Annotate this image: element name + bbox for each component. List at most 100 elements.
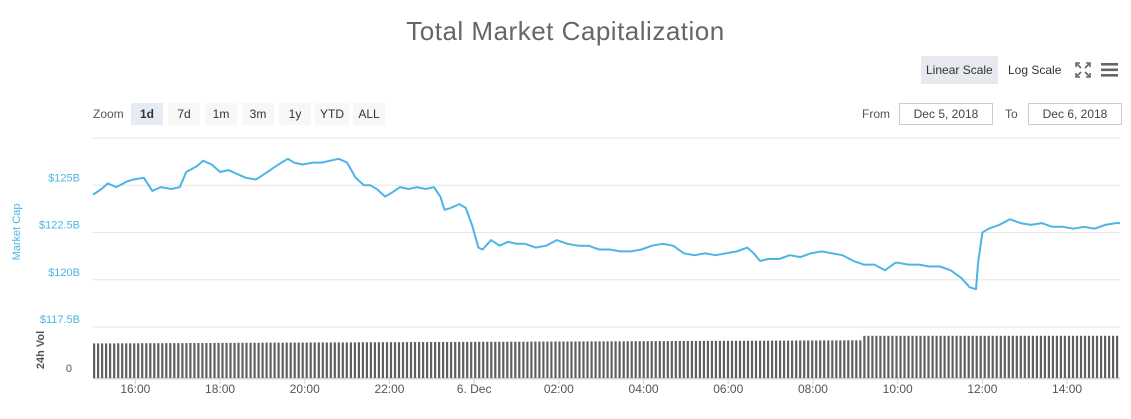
zoom-label: Zoom (93, 107, 124, 121)
volume-bar (979, 335, 982, 378)
volume-bar (277, 342, 280, 378)
volume-bar (357, 342, 360, 378)
zoom-1y-button[interactable]: 1y (279, 103, 311, 125)
volume-bar (678, 341, 681, 378)
volume-bar (401, 342, 405, 378)
volume-bar (742, 340, 746, 378)
volume-bar (181, 343, 184, 378)
volume-bar (618, 341, 621, 378)
volume-bar (482, 341, 485, 378)
volume-bar (698, 340, 701, 378)
volume-bar (546, 341, 549, 378)
volume-bar (626, 341, 629, 378)
volume-bar (353, 342, 356, 378)
zoom-3m-button[interactable]: 3m (242, 103, 274, 125)
volume-bar (666, 341, 669, 378)
x-tick-label: 6. Dec (457, 382, 492, 396)
volume-bar (409, 342, 413, 378)
volume-bar (305, 342, 308, 378)
volume-bar (819, 340, 822, 378)
expand-icon[interactable] (1074, 61, 1092, 79)
volume-bar (486, 341, 489, 378)
volume-bar (843, 340, 846, 378)
volume-bar (165, 343, 168, 378)
volume-bar (454, 341, 457, 378)
volume-bar (93, 343, 96, 378)
volume-bar (939, 335, 942, 378)
volume-bar (622, 341, 625, 378)
volume-bar (706, 340, 709, 378)
volume-bar (393, 342, 397, 378)
log-scale-button[interactable]: Log Scale (1008, 63, 1062, 77)
volume-bar (269, 342, 272, 378)
volume-bar (321, 342, 324, 378)
volume-bar (1100, 335, 1103, 378)
volume-bar (293, 342, 296, 378)
linear-scale-button[interactable]: Linear Scale (921, 56, 998, 84)
volume-bar (209, 343, 212, 378)
volume-bar (1112, 335, 1115, 378)
volume-bar (682, 341, 685, 378)
volume-bar (137, 343, 140, 378)
volume-bar (558, 341, 561, 378)
volume-bar (718, 340, 721, 378)
zoom-ytd-button[interactable]: YTD (315, 103, 349, 125)
x-tick-label: 02:00 (544, 382, 574, 396)
volume-bar (385, 342, 389, 378)
volume-bar (289, 342, 292, 378)
volume-bar (1063, 335, 1066, 378)
volume-bar (983, 335, 986, 378)
volume-bar (405, 342, 409, 378)
volume-bar (141, 343, 144, 378)
volume-bar (345, 342, 348, 378)
volume-bar (201, 343, 204, 378)
zoom-7d-button[interactable]: 7d (168, 103, 200, 125)
volume-bar (365, 342, 368, 378)
volume-bar (161, 343, 164, 378)
volume-bar (787, 340, 790, 378)
volume-bar (690, 341, 693, 378)
zoom-1m-button[interactable]: 1m (205, 103, 237, 125)
volume-bar (1003, 335, 1006, 378)
from-date-input[interactable]: Dec 5, 2018 (899, 103, 993, 125)
volume-bar (730, 340, 734, 378)
volume-bar (133, 343, 136, 378)
volume-bar (430, 342, 433, 378)
volume-bar (1091, 335, 1095, 378)
volume-bar (261, 342, 264, 378)
volume-bar (1011, 335, 1014, 378)
volume-bar (975, 335, 978, 378)
volume-bar (815, 340, 818, 378)
volume-bar (602, 341, 605, 378)
x-tick-label: 20:00 (290, 382, 320, 396)
zoom-all-button[interactable]: ALL (353, 103, 385, 125)
volume-bar (614, 341, 617, 378)
volume-bar (999, 335, 1002, 378)
volume-bar (129, 343, 132, 378)
hamburger-menu-icon[interactable] (1100, 61, 1120, 79)
volume-bar (738, 340, 742, 378)
to-date-input[interactable]: Dec 6, 2018 (1028, 103, 1122, 125)
volume-bar (951, 335, 954, 378)
x-tick-label: 22:00 (374, 382, 404, 396)
volume-bar (883, 335, 886, 378)
volume-bar (381, 342, 384, 378)
volume-bar (233, 342, 236, 378)
volume-bar (895, 335, 898, 378)
volume-bar (145, 343, 148, 378)
volume-axis-label: 24h Vol (35, 331, 47, 369)
volume-bar (117, 343, 120, 378)
volume-bar (470, 341, 473, 378)
y-tick-label: $122.5B (39, 220, 80, 232)
volume-bar (1079, 335, 1083, 378)
volume-bar (1095, 335, 1099, 378)
volume-bar (217, 342, 220, 378)
zoom-1d-button[interactable]: 1d (131, 103, 163, 125)
volume-bar (506, 341, 509, 378)
volume-bar (1116, 335, 1119, 378)
volume-bar (550, 341, 553, 378)
volume-bar (795, 340, 798, 378)
volume-bar (245, 342, 248, 378)
x-tick-label: 14:00 (1052, 382, 1082, 396)
volume-bar (927, 335, 930, 378)
